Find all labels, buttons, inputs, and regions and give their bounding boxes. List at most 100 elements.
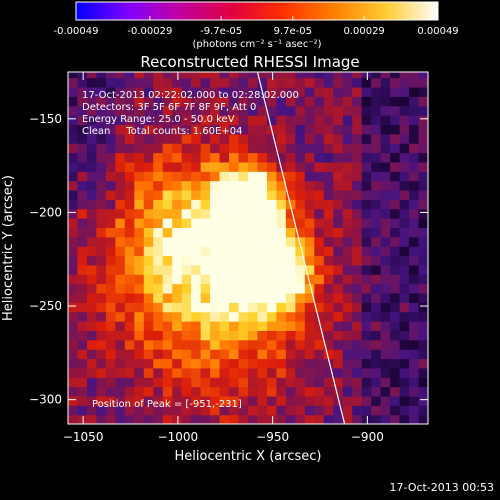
heatmap-cell <box>200 199 211 210</box>
heatmap-cell <box>342 143 353 154</box>
x-tick-label: −900 <box>351 430 384 444</box>
heatmap-cell <box>304 218 315 228</box>
heatmap-cell <box>68 152 79 163</box>
heatmap-cell <box>409 395 420 406</box>
heatmap-cell <box>238 124 249 135</box>
heatmap-cell <box>371 189 382 200</box>
heatmap-cell <box>314 115 325 126</box>
heatmap-cell <box>418 124 428 135</box>
heatmap-cell <box>295 395 306 406</box>
heatmap-cell <box>181 274 192 285</box>
heatmap-cell <box>143 395 154 406</box>
heatmap-cell <box>134 414 145 424</box>
heatmap-cell <box>124 405 135 416</box>
heatmap-cell <box>134 77 145 88</box>
heatmap-cell <box>162 152 173 163</box>
heatmap-cell <box>314 227 325 238</box>
heatmap-cell <box>68 405 79 416</box>
heatmap-cell <box>219 414 230 424</box>
heatmap-cell <box>162 208 173 219</box>
heatmap-cell <box>210 133 221 144</box>
heatmap-cell <box>134 395 145 406</box>
heatmap-cell <box>105 152 116 163</box>
heatmap-cell <box>115 189 126 200</box>
heatmap-cell <box>219 330 230 341</box>
heatmap-cell <box>409 321 420 331</box>
heatmap-cell <box>248 236 259 247</box>
heatmap-cell <box>172 208 183 219</box>
heatmap-cell <box>266 86 278 97</box>
heatmap-cell <box>162 255 173 266</box>
heatmap-cell <box>86 96 98 107</box>
heatmap-cell <box>115 124 126 135</box>
heatmap-cell <box>105 414 116 424</box>
heatmap-cell <box>162 86 173 97</box>
heatmap-cell <box>134 302 145 313</box>
heatmap-cell <box>342 105 353 116</box>
heatmap-cell <box>77 339 88 350</box>
heatmap-cell <box>371 283 382 294</box>
heatmap-cell <box>266 367 278 378</box>
heatmap-cell <box>162 358 173 369</box>
heatmap-cell <box>390 255 401 266</box>
heatmap-cell <box>68 349 79 360</box>
heatmap-cell <box>285 311 296 322</box>
heatmap-cell <box>181 189 192 200</box>
heatmap-cell <box>124 161 135 172</box>
heatmap-cell <box>323 218 334 228</box>
heatmap-cell <box>229 292 240 303</box>
heatmap-cell <box>210 274 221 285</box>
heatmap-cell <box>314 395 325 406</box>
heatmap-cell <box>191 115 202 126</box>
heatmap-cell <box>371 143 382 154</box>
heatmap-cell <box>295 199 306 210</box>
heatmap-cell <box>210 77 221 88</box>
heatmap-cell <box>276 72 287 79</box>
heatmap-cell <box>323 105 334 116</box>
heatmap-cell <box>295 339 306 350</box>
heatmap-cell <box>361 246 372 257</box>
x-axis-ticks: −1050 −1000 −950 −900 <box>63 72 384 444</box>
heatmap-cell <box>257 330 268 341</box>
heatmap-cell <box>390 218 401 228</box>
heatmap-cell <box>352 311 363 322</box>
heatmap-cell <box>134 199 145 210</box>
heatmap-cell <box>314 124 325 135</box>
heatmap-cell <box>257 227 268 238</box>
heatmap-cell <box>134 161 145 172</box>
heatmap-cell <box>124 208 135 219</box>
heatmap-cell <box>266 115 278 126</box>
colorbar-tick-label: 0.00029 <box>343 26 384 37</box>
heatmap-cell <box>210 386 221 397</box>
heatmap-cell <box>390 105 401 116</box>
heatmap-cell <box>124 358 135 369</box>
heatmap-cell <box>390 208 401 219</box>
heatmap-cell <box>77 274 88 285</box>
heatmap-cell <box>418 386 428 397</box>
heatmap-cell <box>181 208 192 219</box>
colorbar-tick-label: -9.7e-05 <box>200 26 242 37</box>
colorbar-unit-label: (photons cm⁻² s⁻¹ asec⁻²) <box>192 39 321 50</box>
heatmap-cell <box>266 311 278 322</box>
heatmap-cell <box>219 246 230 257</box>
heatmap-cell <box>68 180 79 191</box>
heatmap-cell <box>86 367 98 378</box>
heatmap-cell <box>285 143 296 154</box>
heatmap-cell <box>399 339 410 350</box>
heatmap-cell <box>248 255 259 266</box>
heatmap-cell <box>86 236 98 247</box>
heatmap-cell <box>191 358 202 369</box>
heatmap-cell <box>333 358 344 369</box>
heatmap-cell <box>304 180 315 191</box>
heatmap-cell <box>86 264 98 275</box>
heatmap-cell <box>409 227 420 238</box>
heatmap-cell <box>295 367 306 378</box>
heatmap-cell <box>153 236 164 247</box>
heatmap-cell <box>77 161 88 172</box>
heatmap-cell <box>68 171 79 182</box>
heatmap-cell <box>371 124 382 135</box>
heatmap-cell <box>68 227 79 238</box>
heatmap-cell <box>143 330 154 341</box>
heatmap-cell <box>266 208 278 219</box>
heatmap-cell <box>68 199 79 210</box>
